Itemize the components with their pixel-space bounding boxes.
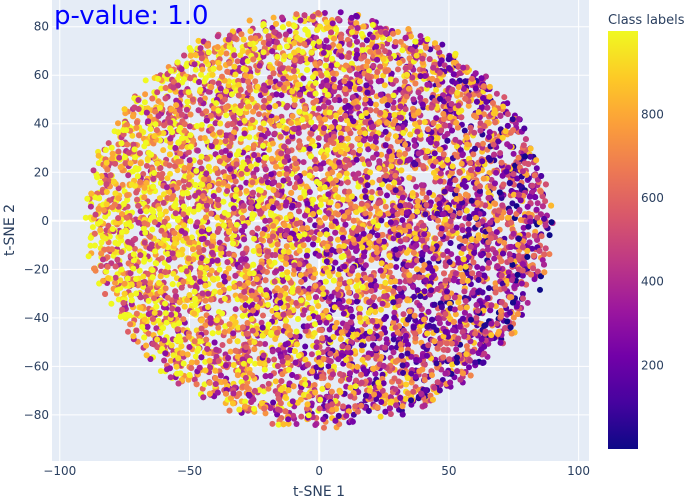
scatter-point [400, 311, 407, 318]
scatter-point [216, 239, 223, 246]
scatter-point [191, 376, 198, 383]
scatter-point [271, 356, 278, 363]
scatter-point [427, 158, 434, 165]
scatter-point [413, 183, 420, 190]
scatter-point [249, 229, 256, 236]
scatter-point [358, 347, 365, 354]
scatter-point [95, 152, 102, 159]
scatter-point [313, 339, 320, 346]
scatter-point [306, 217, 313, 223]
scatter-point [531, 276, 538, 283]
scatter-point [452, 311, 459, 318]
scatter-point [308, 351, 315, 358]
scatter-point [185, 149, 192, 156]
scatter-point [368, 189, 375, 195]
scatter-point [252, 360, 259, 367]
scatter-point [378, 260, 385, 267]
scatter-point [403, 381, 410, 388]
scatter-point [252, 78, 259, 85]
scatter-point [534, 200, 541, 207]
scatter-point [501, 94, 508, 101]
scatter-point [239, 250, 246, 257]
scatter-point [546, 251, 553, 258]
scatter-point [87, 242, 94, 249]
scatter-point [258, 319, 265, 326]
scatter-point [293, 374, 300, 380]
scatter-point [89, 224, 96, 231]
scatter-point [216, 266, 223, 273]
scatter-point [226, 338, 233, 345]
scatter-point [161, 357, 168, 364]
scatter-point [537, 286, 543, 293]
scatter-point [132, 245, 138, 252]
scatter-point [149, 226, 156, 233]
scatter-point [342, 97, 349, 104]
scatter-point [384, 192, 390, 199]
scatter-point [393, 264, 400, 270]
scatter-point [226, 285, 233, 292]
scatter-point [125, 172, 132, 179]
scatter-point [85, 253, 92, 260]
scatter-point [492, 303, 499, 310]
scatter-point [82, 214, 89, 221]
scatter-point [321, 10, 328, 16]
scatter-point [290, 412, 297, 419]
scatter-point [439, 377, 446, 383]
scatter-point [369, 179, 376, 186]
scatter-point [446, 122, 453, 129]
scatter-point [510, 150, 517, 157]
scatter-point [485, 252, 492, 259]
scatter-point [125, 328, 131, 335]
scatter-point [426, 189, 433, 196]
scatter-point [465, 102, 472, 109]
scatter-point [546, 232, 553, 239]
scatter-point [539, 257, 546, 263]
scatter-point [342, 90, 349, 97]
scatter-point [219, 342, 226, 348]
scatter-point [269, 420, 276, 427]
scatter-point [395, 66, 401, 73]
scatter-point [461, 127, 468, 134]
scatter-points [82, 9, 556, 431]
scatter-point [378, 306, 384, 313]
scatter-point [519, 291, 526, 297]
scatter-point [158, 85, 165, 92]
scatter-point [466, 364, 472, 371]
scatter-point [91, 242, 98, 249]
scatter-point [108, 300, 115, 307]
scatter-point [492, 280, 499, 287]
scatter-point [362, 100, 368, 107]
scatter-point [157, 368, 164, 375]
scatter-point [223, 112, 230, 119]
scatter-point [322, 215, 329, 221]
scatter-point [383, 336, 390, 343]
scatter-point [178, 198, 185, 205]
scatter-point [192, 66, 199, 73]
scatter-point [453, 143, 460, 150]
scatter-point [105, 222, 112, 229]
scatter-point [411, 293, 418, 300]
scatter-point [474, 264, 481, 270]
scatter-point [193, 359, 200, 366]
scatter-point [423, 194, 430, 201]
